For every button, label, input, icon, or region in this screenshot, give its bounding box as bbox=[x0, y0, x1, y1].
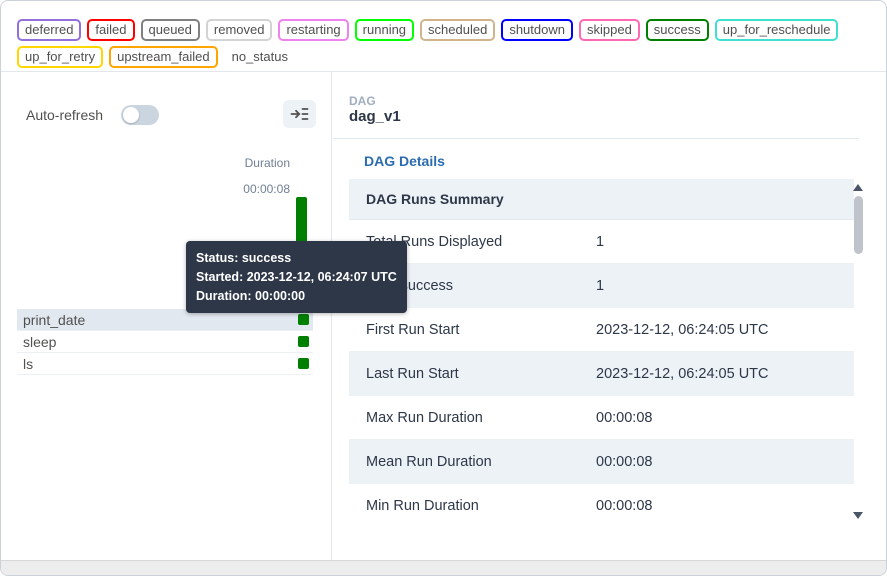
summary-table-header: DAG Runs Summary bbox=[349, 179, 854, 220]
summary-table-row: Last Run Start 2023-12-12, 06:24:05 UTC bbox=[349, 352, 854, 396]
status-badge-removed: removed bbox=[205, 19, 273, 41]
summary-row-label: First Run Start bbox=[366, 321, 460, 338]
scrollbar-thumb[interactable] bbox=[854, 196, 863, 254]
summary-table-row: Max Run Duration 00:00:08 bbox=[349, 396, 854, 440]
task-row[interactable]: sleep bbox=[17, 331, 313, 353]
summary-table-rows: Total Runs Displayed 1 Total success 1 First… bbox=[349, 220, 854, 524]
summary-row-label: Last Run Start bbox=[366, 365, 459, 382]
status-badge-up_for_reschedule: up_for_reschedule bbox=[714, 19, 839, 41]
task-row[interactable]: ls bbox=[17, 353, 313, 375]
summary-row-label: Max Run Duration bbox=[366, 409, 483, 426]
task-instance-status-square[interactable] bbox=[298, 336, 309, 347]
footer-strip bbox=[1, 560, 886, 575]
status-badge-running: running bbox=[354, 19, 415, 41]
summary-row-value: 1 bbox=[596, 277, 605, 294]
grid-panel: Auto-refresh Duration 00:00:08 print_ bbox=[1, 72, 332, 561]
task-name: sleep bbox=[23, 333, 57, 350]
task-instance-status-square[interactable] bbox=[298, 314, 309, 325]
run-status-tooltip: Status: success Started: 2023-12-12, 06:… bbox=[186, 241, 407, 314]
scroll-up-arrow-icon[interactable] bbox=[853, 184, 863, 191]
header-divider bbox=[1, 71, 886, 72]
details-panel: DAG dag_v1 DAG Details DAG Runs Summary … bbox=[333, 72, 886, 561]
summary-row-label: Mean Run Duration bbox=[366, 453, 492, 470]
auto-refresh-toggle[interactable] bbox=[121, 105, 159, 125]
summary-row-value: 2023-12-12, 06:24:05 UTC bbox=[596, 321, 769, 338]
duration-axis-label: Duration bbox=[244, 156, 290, 170]
task-name: print_date bbox=[23, 311, 86, 328]
toggle-knob bbox=[123, 107, 139, 123]
task-name: ls bbox=[23, 355, 34, 372]
auto-refresh-label: Auto-refresh bbox=[26, 107, 104, 123]
summary-table-row: Total Runs Displayed 1 bbox=[349, 220, 854, 264]
tab-dag-details[interactable]: DAG Details bbox=[364, 153, 445, 169]
task-row[interactable]: print_date bbox=[17, 309, 313, 331]
status-badge-failed: failed bbox=[87, 19, 135, 41]
summary-row-value: 2023-12-12, 06:24:05 UTC bbox=[596, 365, 769, 382]
status-badge-skipped: skipped bbox=[578, 19, 640, 41]
status-legend: deferred failed queued removed restarting run… bbox=[17, 19, 870, 68]
summary-table-row: Min Run Duration 00:00:08 bbox=[349, 484, 854, 524]
summary-table-row: Mean Run Duration 00:00:08 bbox=[349, 440, 854, 484]
summary-row-value: 00:00:08 bbox=[596, 409, 653, 426]
details-scrollbar[interactable] bbox=[852, 179, 865, 524]
summary-row-value: 00:00:08 bbox=[596, 453, 653, 470]
scroll-down-arrow-icon[interactable] bbox=[853, 512, 863, 519]
tooltip-status-line: Status: success bbox=[196, 251, 292, 265]
details-divider bbox=[333, 138, 859, 139]
tooltip-duration-line: Duration: 00:00:00 bbox=[196, 288, 306, 303]
summary-row-value: 1 bbox=[596, 233, 605, 250]
summary-table-row: Total success 1 bbox=[349, 264, 854, 308]
status-badge-scheduled: scheduled bbox=[420, 19, 496, 41]
dag-runs-summary-table: DAG Runs Summary Total Runs Displayed 1 To… bbox=[349, 179, 854, 524]
tooltip-started-line: Started: 2023-12-12, 06:24:07 UTC bbox=[196, 269, 397, 284]
status-badge-up_for_retry: up_for_retry bbox=[17, 46, 104, 68]
duration-axis-max: 00:00:08 bbox=[243, 182, 290, 196]
summary-row-label: Min Run Duration bbox=[366, 497, 479, 514]
dag-title: dag_v1 bbox=[349, 108, 401, 125]
summary-table-row: First Run Start 2023-12-12, 06:24:05 UTC bbox=[349, 308, 854, 352]
task-instance-status-square[interactable] bbox=[298, 358, 309, 369]
entity-type-label: DAG bbox=[349, 94, 376, 108]
status-badge-queued: queued bbox=[140, 19, 200, 41]
toggle-details-panel-button[interactable] bbox=[283, 100, 316, 128]
summary-row-value: 00:00:08 bbox=[596, 497, 653, 514]
status-badge-deferred: deferred bbox=[17, 19, 82, 41]
status-badge-no_status: no_status bbox=[223, 46, 296, 68]
status-badge-restarting: restarting bbox=[278, 19, 349, 41]
status-badge-success: success bbox=[645, 19, 709, 41]
status-badge-upstream_failed: upstream_failed bbox=[109, 46, 218, 68]
status-badge-shutdown: shutdown bbox=[501, 19, 573, 41]
arrow-into-lines-icon bbox=[290, 106, 309, 122]
